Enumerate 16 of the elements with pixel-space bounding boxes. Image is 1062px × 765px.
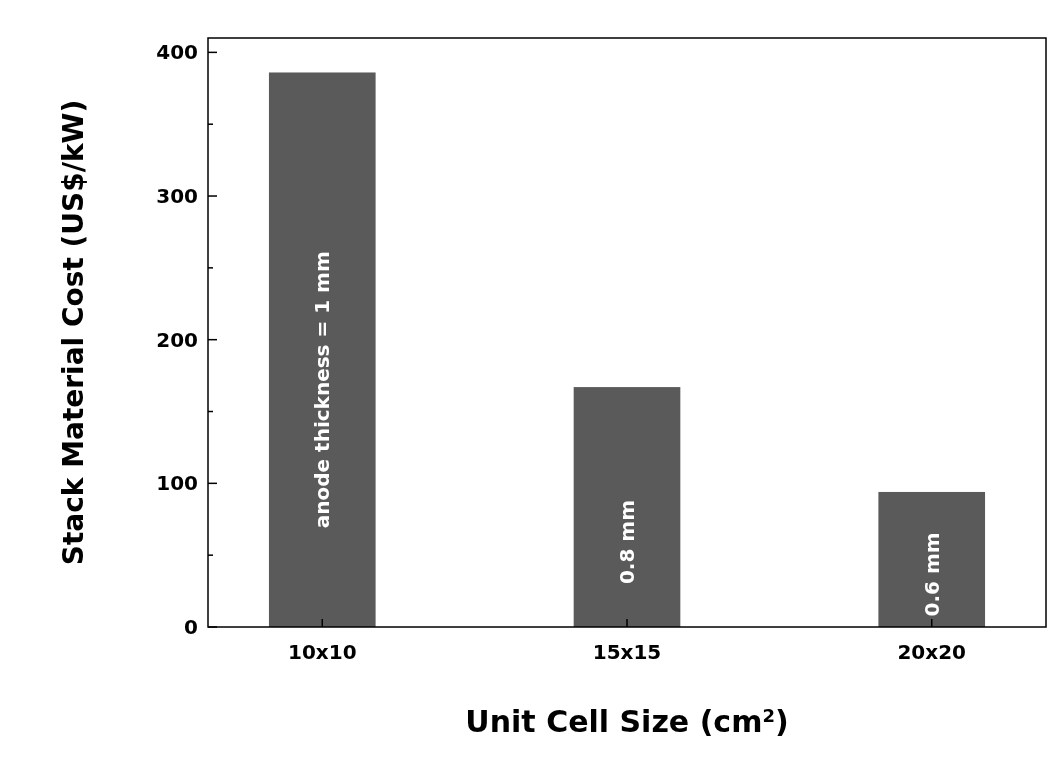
bar <box>573 387 681 627</box>
bar <box>268 72 376 627</box>
x-tick-label: 15x15 <box>592 640 662 664</box>
annotation: 0.6 mm <box>919 532 944 617</box>
y-tick-label: 300 <box>156 184 198 209</box>
y-axis-title: Stack Material Cost (US$/kW) <box>56 99 90 566</box>
x-tick-label: 10x10 <box>287 640 357 664</box>
annotation: anode thickness = 1 mm <box>310 251 335 529</box>
x-tick-label: 20x20 <box>897 640 967 664</box>
y-tick-label: 200 <box>156 327 198 352</box>
y-tick-label: 100 <box>156 471 198 496</box>
x-axis-title: Unit Cell Size (cm$^{2}$) <box>465 704 789 739</box>
y-tick-label: 400 <box>156 40 198 65</box>
bar <box>878 491 986 627</box>
y-tick-label: 0 <box>184 615 198 639</box>
annotation: 0.8 mm <box>615 500 639 585</box>
